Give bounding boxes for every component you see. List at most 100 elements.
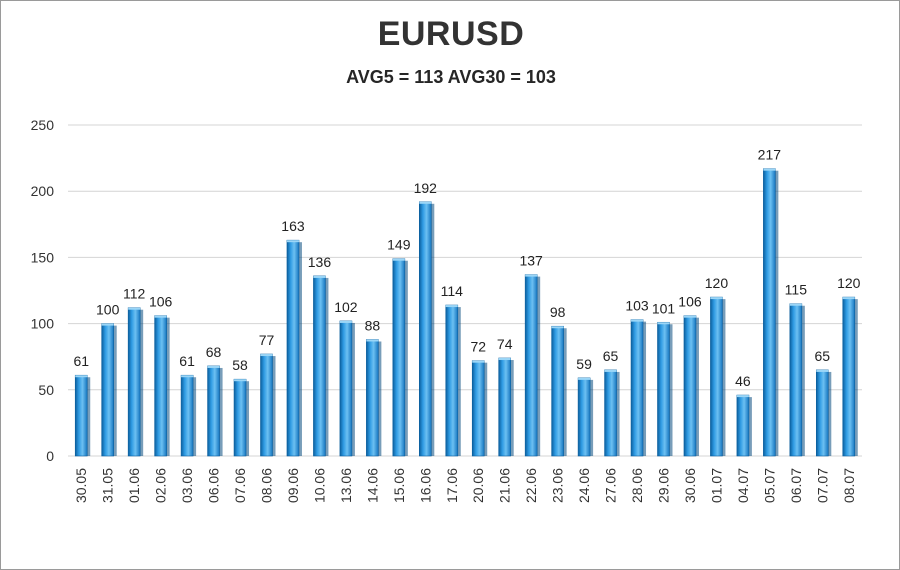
bar	[789, 303, 803, 457]
bar	[74, 374, 88, 457]
bar-cap	[128, 307, 141, 310]
data-label: 106	[678, 294, 702, 310]
data-label: 100	[96, 302, 120, 318]
x-tick-label: 09.06	[285, 468, 301, 503]
bar-cap	[286, 240, 299, 243]
bar	[683, 315, 697, 457]
bar	[524, 274, 538, 457]
data-label: 115	[785, 282, 808, 298]
x-tick-label: 21.06	[497, 468, 513, 503]
bar-cap	[472, 360, 485, 363]
bar-cap	[683, 315, 696, 318]
data-label: 61	[179, 353, 195, 369]
bar	[710, 296, 723, 457]
y-tick-label: 0	[46, 448, 54, 464]
chart-subtitle: AVG5 = 113 AVG30 = 103	[346, 67, 556, 87]
x-tick-label: 13.06	[338, 468, 354, 503]
y-axis: 0 50 100 150 200 250	[31, 117, 55, 464]
data-label: 59	[576, 356, 592, 372]
bar-cap	[101, 323, 114, 326]
x-tick-label: 08.06	[259, 468, 275, 503]
bar	[233, 378, 247, 457]
bar-cap	[154, 315, 167, 318]
bar	[313, 275, 326, 457]
bar-cap	[339, 320, 352, 323]
x-tick-label: 22.06	[523, 468, 539, 503]
x-tick-label: 20.06	[470, 468, 486, 503]
data-label: 120	[705, 275, 729, 291]
data-label: 65	[603, 348, 619, 364]
bar	[286, 239, 300, 457]
bar-cap	[631, 319, 644, 322]
bar	[551, 325, 564, 457]
y-tick-label: 50	[38, 382, 54, 398]
x-tick-label: 02.06	[153, 468, 169, 503]
bar-cap	[498, 358, 511, 361]
data-label: 74	[497, 336, 513, 352]
bar	[657, 321, 670, 457]
data-label: 98	[550, 304, 566, 320]
y-tick-label: 200	[31, 183, 55, 199]
data-label: 101	[652, 300, 676, 316]
bar-cap	[551, 326, 564, 329]
bar	[577, 377, 591, 457]
x-tick-label: 07.06	[232, 468, 248, 503]
bar	[604, 369, 617, 457]
bar	[154, 315, 167, 457]
x-tick-label: 05.07	[761, 468, 777, 503]
data-label: 61	[73, 353, 89, 369]
x-tick-label: 01.06	[126, 468, 142, 503]
bar-cap	[578, 377, 591, 380]
bar	[392, 258, 406, 457]
x-tick-label: 31.05	[100, 468, 116, 503]
data-label: 112	[123, 286, 146, 302]
bar-cap	[604, 369, 617, 372]
bar-cap	[392, 258, 405, 261]
bar	[366, 339, 379, 457]
bar-cap	[657, 322, 670, 325]
bar	[763, 168, 776, 457]
bar-cap	[181, 375, 194, 378]
data-label: 192	[414, 180, 438, 196]
bar-cap	[234, 379, 247, 382]
y-tick-label: 100	[31, 316, 55, 332]
bar	[101, 323, 114, 457]
bar-cap	[207, 365, 220, 368]
data-label: 163	[281, 218, 305, 234]
data-label: 103	[625, 298, 649, 314]
x-tick-label: 15.06	[391, 468, 407, 503]
data-label: 77	[259, 332, 275, 348]
x-tick-label: 27.06	[603, 468, 619, 503]
data-label: 68	[206, 344, 222, 360]
x-tick-label: 16.06	[417, 468, 433, 503]
bar-cap	[75, 375, 88, 378]
data-label: 120	[837, 275, 861, 291]
bar	[339, 320, 353, 457]
x-tick-label: 06.06	[206, 468, 222, 503]
bar-cap	[445, 305, 458, 308]
x-axis: 30.05 31.05 01.06 02.06 03.06 06.06 07.06 08.06…	[73, 468, 857, 503]
data-label: 114	[441, 283, 464, 299]
bar-cap	[710, 297, 723, 300]
bar-cap	[525, 274, 538, 277]
x-tick-label: 29.06	[656, 468, 672, 503]
x-tick-label: 07.07	[814, 468, 830, 503]
grid	[68, 124, 862, 457]
bar	[842, 296, 856, 457]
data-label: 46	[735, 373, 751, 389]
bar-cap	[842, 297, 855, 300]
bar-cap	[260, 354, 273, 357]
data-label: 149	[387, 237, 411, 253]
bar-cap	[816, 369, 829, 372]
data-label: 137	[519, 253, 543, 269]
bar	[815, 369, 829, 457]
x-tick-label: 28.06	[629, 468, 645, 503]
data-label: 106	[149, 294, 173, 310]
data-label: 58	[232, 357, 248, 373]
y-tick-label: 250	[31, 117, 55, 133]
bar-cap	[313, 275, 326, 278]
bar	[127, 307, 141, 457]
x-tick-label: 23.06	[550, 468, 566, 503]
